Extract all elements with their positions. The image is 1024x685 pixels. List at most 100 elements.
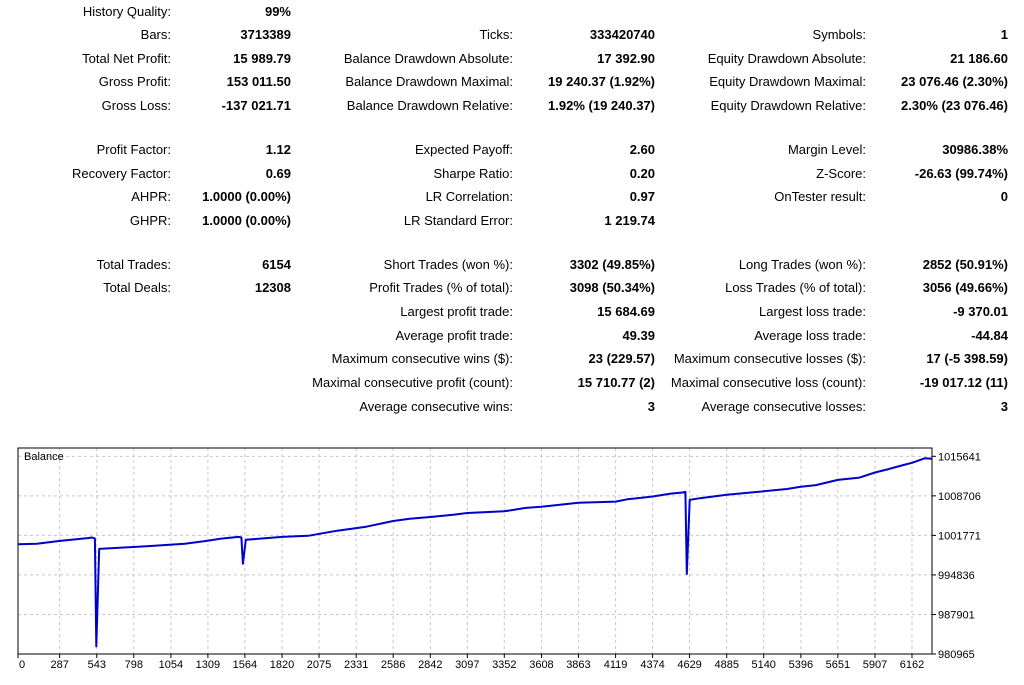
- stat-value: 3098 (50.34%): [569, 280, 655, 295]
- stat-value: 3: [1000, 399, 1008, 414]
- stat-label: Margin Level:: [787, 142, 866, 157]
- stat-value: 23 076.46 (2.30%): [901, 74, 1008, 89]
- stat-value: 0: [1000, 189, 1008, 204]
- y-tick-label: 987901: [938, 609, 975, 621]
- x-tick-label: 1054: [159, 659, 183, 671]
- x-tick-label: 4374: [640, 659, 664, 671]
- x-tick-label: 1309: [196, 659, 220, 671]
- stat-value: 2.60: [629, 142, 655, 157]
- stat-value: 3713389: [240, 27, 291, 42]
- stat-label: Equity Drawdown Relative:: [710, 98, 866, 113]
- x-tick-label: 287: [50, 659, 68, 671]
- stat-value: -137 021.71: [221, 98, 291, 113]
- x-tick-label: 6162: [900, 659, 924, 671]
- stat-label: LR Correlation:: [425, 189, 513, 204]
- stat-label: Maximal consecutive profit (count):: [312, 375, 513, 390]
- x-tick-label: 798: [125, 659, 143, 671]
- stat-value: 12308: [254, 280, 291, 295]
- stat-label: Balance Drawdown Absolute:: [343, 51, 513, 66]
- stat-label: GHPR:: [129, 213, 171, 228]
- balance-chart: Balance 0 287 543 798 1054 1309 1564 1820 2075 233…: [0, 440, 1024, 685]
- x-tick-label: 0: [19, 659, 25, 671]
- chart-svg: Balance 0 287 543 798 1054 1309 1564 1820 2075 233…: [17, 447, 981, 671]
- stat-value: 3056 (49.66%): [922, 280, 1008, 295]
- stat-value: 6154: [262, 257, 291, 272]
- x-tick-label: 2586: [381, 659, 405, 671]
- stat-value: 0.97: [629, 189, 655, 204]
- stat-value: 1.12: [265, 142, 291, 157]
- stat-value: 21 186.60: [950, 51, 1008, 66]
- stat-value: 0.69: [265, 166, 291, 181]
- stat-label: LR Standard Error:: [403, 213, 513, 228]
- x-tick-label: 3863: [566, 659, 590, 671]
- y-tick-label: 994836: [938, 570, 975, 582]
- chart-title: Balance: [24, 451, 64, 463]
- y-tick-label: 980965: [938, 649, 975, 661]
- x-tick-label: 543: [88, 659, 106, 671]
- stat-label: Profit Factor:: [96, 142, 171, 157]
- stat-value: 1: [1000, 27, 1008, 42]
- stat-label: Symbols:: [812, 27, 866, 42]
- stat-label: Total Deals:: [103, 280, 171, 295]
- x-tick-label: 3352: [492, 659, 516, 671]
- stat-label: Short Trades (won %):: [383, 257, 513, 272]
- stat-label: Average consecutive losses:: [701, 399, 866, 414]
- stat-label: Average consecutive wins:: [359, 399, 513, 414]
- stat-label: Average loss trade:: [754, 328, 866, 343]
- stat-value: -9 370.01: [953, 304, 1008, 319]
- stat-value: 1.0000 (0.00%): [202, 189, 291, 204]
- stat-label: AHPR:: [131, 189, 171, 204]
- x-tick-label: 4119: [604, 659, 628, 671]
- stat-value: 17 (-5 398.59): [926, 351, 1008, 366]
- stat-value: 333420740: [589, 27, 655, 42]
- stat-label: Profit Trades (% of total):: [369, 280, 513, 295]
- series-line-balance: [17, 457, 933, 648]
- y-tick-label: 1008706: [938, 491, 981, 503]
- plot-frame: [17, 447, 933, 655]
- stat-label: Maximum consecutive wins ($):: [331, 351, 513, 366]
- stat-label: Gross Loss:: [101, 98, 171, 113]
- stat-label: Largest profit trade:: [400, 304, 513, 319]
- stat-value: 2.30% (23 076.46): [901, 98, 1008, 113]
- stat-label: Ticks:: [479, 27, 513, 42]
- stat-value: 99%: [264, 4, 291, 19]
- x-tick-label: 1564: [233, 659, 257, 671]
- stat-value: 17 392.90: [597, 51, 655, 66]
- stat-label: OnTester result:: [774, 189, 866, 204]
- stat-value: 23 (229.57): [588, 351, 656, 366]
- stat-label: History Quality:: [82, 4, 171, 19]
- stat-value: -19 017.12 (11): [919, 375, 1008, 390]
- x-tick-label: 2331: [344, 659, 368, 671]
- stat-label: Sharpe Ratio:: [433, 166, 514, 181]
- stat-value: 3: [647, 399, 655, 414]
- y-tick-label: 1001771: [938, 530, 981, 542]
- x-tick-label: 5396: [789, 659, 813, 671]
- stat-label: Bars:: [140, 27, 171, 42]
- x-tick-label: 2842: [418, 659, 442, 671]
- stat-label: Recovery Factor:: [72, 166, 171, 181]
- stat-label: Total Net Profit:: [82, 51, 171, 66]
- stat-value: 153 011.50: [226, 74, 291, 89]
- x-tick-label: 5907: [863, 659, 887, 671]
- plot-background: [18, 448, 932, 654]
- stat-label: Z-Score:: [816, 166, 866, 181]
- stat-label: Maximum consecutive losses ($):: [673, 351, 866, 366]
- stat-value: 1.92% (19 240.37): [548, 98, 655, 113]
- stat-value: 49.39: [622, 328, 655, 343]
- stat-value: 1 219.74: [604, 213, 655, 228]
- stat-value: -44.84: [971, 328, 1008, 343]
- stat-value: 19 240.37 (1.92%): [548, 74, 655, 89]
- stat-label: Balance Drawdown Maximal:: [345, 74, 513, 89]
- x-tick-label: 5140: [751, 659, 775, 671]
- stat-label: Balance Drawdown Relative:: [346, 98, 513, 113]
- x-tick-label: 3097: [455, 659, 479, 671]
- x-tick-label: 4885: [714, 659, 738, 671]
- stat-value: 2852 (50.91%): [922, 257, 1008, 272]
- x-tick-label: 3608: [529, 659, 553, 671]
- x-tick-label: 5651: [826, 659, 850, 671]
- stat-label: Gross Profit:: [98, 74, 171, 89]
- stat-label: Average profit trade:: [395, 328, 513, 343]
- stat-label: Equity Drawdown Maximal:: [709, 74, 866, 89]
- stat-label: Equity Drawdown Absolute:: [707, 51, 866, 66]
- stat-value: 15 710.77 (2): [577, 375, 655, 390]
